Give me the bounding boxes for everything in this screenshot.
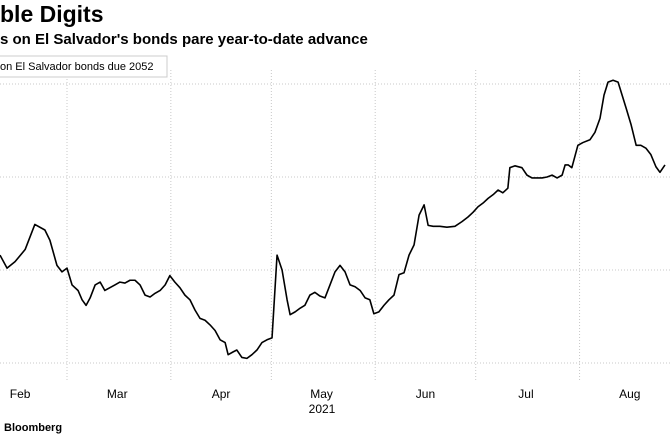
x-tick-label: Mar: [107, 387, 128, 401]
year-label: 2021: [309, 402, 336, 416]
x-tick-label: Jul: [518, 387, 533, 401]
legend-label: on El Salvador bonds due 2052: [0, 61, 154, 73]
chart-subtitle: s on El Salvador's bonds pare year-to-da…: [0, 31, 368, 48]
x-tick-label: May: [310, 387, 333, 401]
source: Bloomberg: [4, 422, 62, 434]
x-tick-label: Jun: [416, 387, 435, 401]
data-line: [0, 79, 666, 360]
x-tick-label: Apr: [212, 387, 231, 401]
legend-box: [0, 55, 168, 78]
x-tick-label: Feb: [10, 387, 31, 401]
chart-title: ble Digits: [0, 1, 104, 27]
x-tick-label: Aug: [619, 387, 640, 401]
